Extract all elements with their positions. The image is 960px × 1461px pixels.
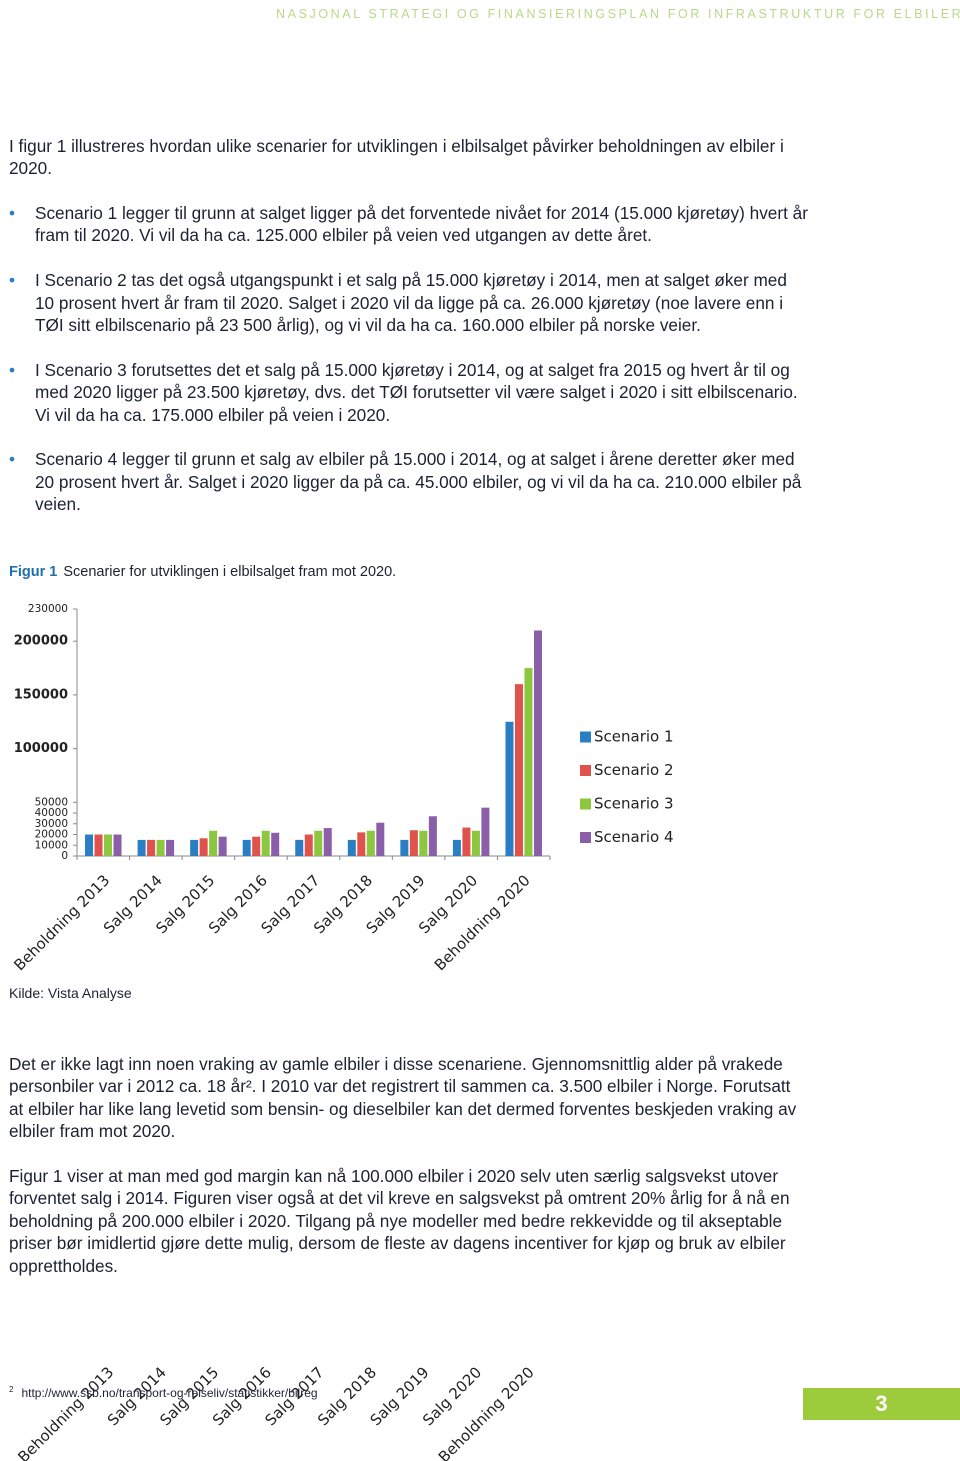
bar [462,827,471,856]
x-tick-label-repeat: Beholdning 2020 [435,1363,538,1461]
footnote: 2 http://www.ssb.no/transport-og-reiseliv… [9,1385,318,1400]
y-tick-label: 30000 [35,818,68,830]
y-tick-label: 50000 [35,796,68,808]
legend-label: Scenario 3 [594,795,674,813]
bar [533,630,542,856]
legend-swatch [580,731,591,743]
bullet-list: Scenario 1 legger til grunn at salget li… [9,202,809,538]
bar [271,832,280,856]
bar [366,830,375,856]
x-tick-label-repeat: Beholdning 2013 [14,1363,117,1461]
bar [347,839,356,856]
intro: I figur 1 illustreres hvordan ulike scen… [9,136,784,179]
y-tick-label: 40000 [35,807,68,819]
bar [104,834,113,856]
bar [481,807,490,856]
bullet: I Scenario 2 tas det også utgangspunkt i… [9,269,809,336]
x-tick-label: Beholdning 2013 [10,871,113,974]
y-tick-label: 230000 [28,603,68,615]
footnote-text: http://www.ssb.no/transport-og-reiseliv/… [21,1386,318,1400]
bullet: Scenario 1 legger til grunn at salget li… [9,202,809,247]
x-tick-label: Beholdning 2020 [431,871,534,974]
bar [471,830,480,856]
bar [261,830,270,856]
bar [199,838,208,856]
bar [514,684,523,856]
bar [252,836,261,856]
bar [419,830,428,856]
bar [242,839,251,856]
bar [524,668,533,856]
y-tick-label: 100000 [14,741,68,756]
page-number: 3 [803,1388,960,1420]
bar [147,839,156,856]
bar [323,828,332,856]
bar [314,830,323,856]
bar [376,822,385,856]
bar [85,834,94,856]
source: Kilde: Vista Analyse [9,985,132,1001]
bar [409,830,418,856]
y-tick-label: 0 [61,850,68,862]
bar [190,839,199,856]
bar [295,839,304,856]
bar [505,721,514,856]
running-header: NASJONAL STRATEGI OG FINANSIERINGSPLAN F… [276,7,960,21]
y-tick-label: 150000 [14,687,68,702]
bar [400,839,409,856]
legend-label: Scenario 2 [594,761,674,779]
bar [428,816,437,856]
legend-swatch [580,832,591,843]
legend-label: Scenario 1 [594,728,674,746]
legend-swatch [580,765,591,776]
bar [113,834,122,856]
bullet: I Scenario 3 forutsettes det et salg på … [9,359,809,426]
bar [166,839,175,856]
paragraph: Det er ikke lagt inn noen vraking av gam… [9,1054,797,1142]
caption-text: Scenarier for utviklingen i elbilsalget … [63,564,397,580]
legend-swatch [580,798,591,810]
bar [304,834,313,856]
figure-caption: Figur 1 Scenarier for utviklingen i elbil… [9,564,396,580]
bullet: Scenario 4 legger til grunn et salg av e… [9,448,809,515]
y-tick-label: 200000 [14,634,68,649]
y-tick-label: 10000 [35,839,68,851]
legend-label: Scenario 4 [594,828,674,846]
bar [452,839,461,856]
bar [137,839,146,856]
bar [156,839,165,856]
bar [218,836,227,856]
bar [94,834,103,856]
caption-label: Figur 1 [9,564,58,580]
footnote-number: 2 [9,1385,14,1394]
bar [209,830,218,856]
y-tick-label: 20000 [35,829,68,841]
paragraph: Figur 1 viser at man med god margin kan … [9,1166,790,1276]
bar [357,832,366,856]
